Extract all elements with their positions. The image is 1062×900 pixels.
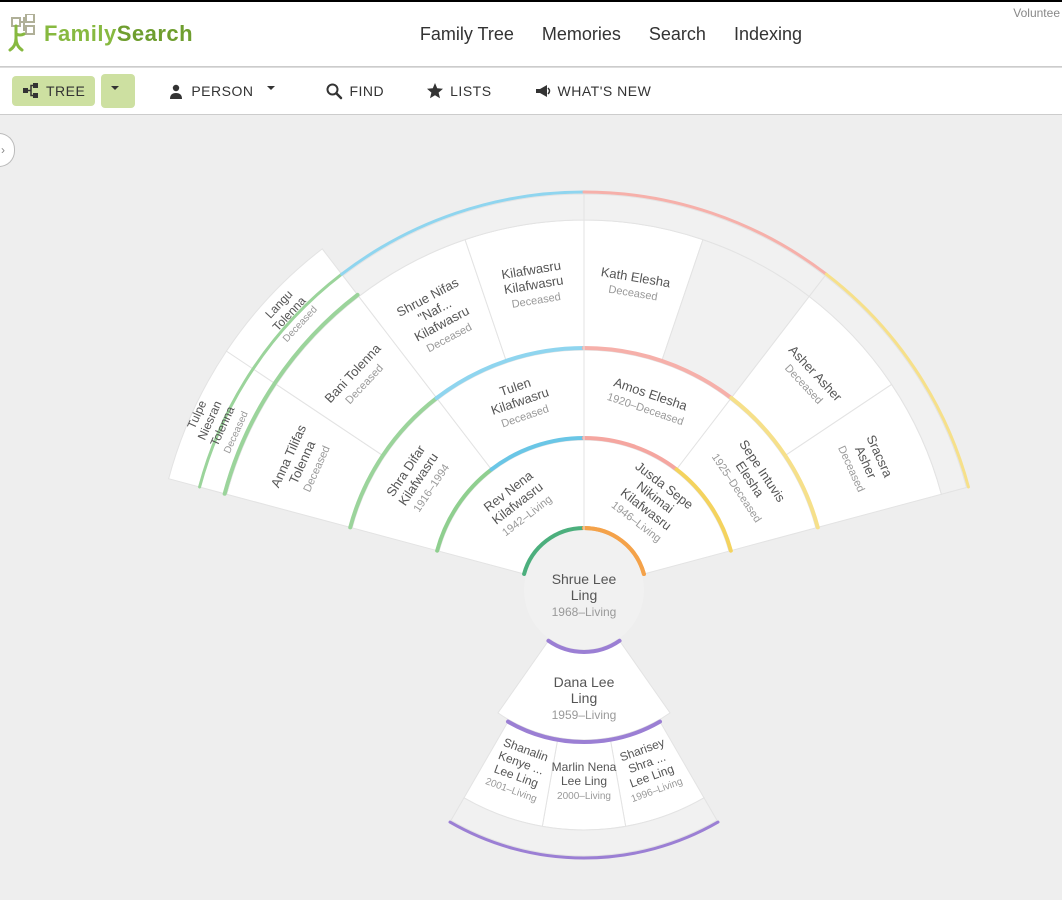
chevron-down-icon xyxy=(109,82,127,100)
fan-chart-canvas[interactable]: › Shrue LeeLing1968–LivingDana LeeLing19… xyxy=(0,115,1062,900)
svg-text:Dana Lee: Dana Lee xyxy=(554,674,615,690)
logo[interactable]: FamilySearch xyxy=(0,14,193,54)
svg-text:2000–Living: 2000–Living xyxy=(557,791,611,802)
find-button[interactable]: FIND xyxy=(315,76,394,106)
svg-text:Shrue Lee: Shrue Lee xyxy=(552,571,617,587)
star-icon xyxy=(426,82,444,100)
chevron-down-icon xyxy=(265,82,283,100)
search-icon xyxy=(325,82,343,100)
lists-button[interactable]: LISTS xyxy=(416,76,501,106)
volunteer-link[interactable]: Voluntee xyxy=(1013,6,1062,20)
fan-chart[interactable]: Shrue LeeLing1968–LivingDana LeeLing1959… xyxy=(0,115,1062,900)
svg-text:Lee Ling: Lee Ling xyxy=(561,774,607,788)
svg-text:Ling: Ling xyxy=(571,690,597,706)
nav-memories[interactable]: Memories xyxy=(542,24,621,45)
primary-nav: Family Tree Memories Search Indexing xyxy=(420,24,1062,45)
whats-new-label: WHAT'S NEW xyxy=(558,83,652,99)
person-icon xyxy=(167,82,185,100)
whats-new-button[interactable]: WHAT'S NEW xyxy=(524,76,662,106)
tree-view-button[interactable]: TREE xyxy=(12,76,95,106)
person-node[interactable]: Marlin NenaLee Ling 2000–Living xyxy=(552,760,617,802)
svg-text:Ling: Ling xyxy=(571,587,597,603)
logo-text-family: Family xyxy=(44,21,117,46)
tree-logo-icon xyxy=(8,14,44,54)
svg-text:1959–Living: 1959–Living xyxy=(552,708,617,722)
svg-text:1968–Living: 1968–Living xyxy=(552,605,617,619)
logo-text-search: Search xyxy=(117,21,193,46)
nav-search[interactable]: Search xyxy=(649,24,706,45)
tree-icon xyxy=(22,82,40,100)
toolbar: TREE PERSON FIND LISTS WHAT'S NEW xyxy=(0,67,1062,115)
find-label: FIND xyxy=(349,83,384,99)
nav-family-tree[interactable]: Family Tree xyxy=(420,24,514,45)
site-header: FamilySearch Family Tree Memories Search… xyxy=(0,2,1062,67)
lists-label: LISTS xyxy=(450,83,491,99)
tree-view-dropdown[interactable] xyxy=(101,74,135,108)
svg-text:Marlin Nena: Marlin Nena xyxy=(552,760,617,774)
megaphone-icon xyxy=(534,82,552,100)
tree-view-label: TREE xyxy=(46,83,85,99)
nav-indexing[interactable]: Indexing xyxy=(734,24,802,45)
person-label: PERSON xyxy=(191,83,253,99)
person-button[interactable]: PERSON xyxy=(157,76,293,106)
